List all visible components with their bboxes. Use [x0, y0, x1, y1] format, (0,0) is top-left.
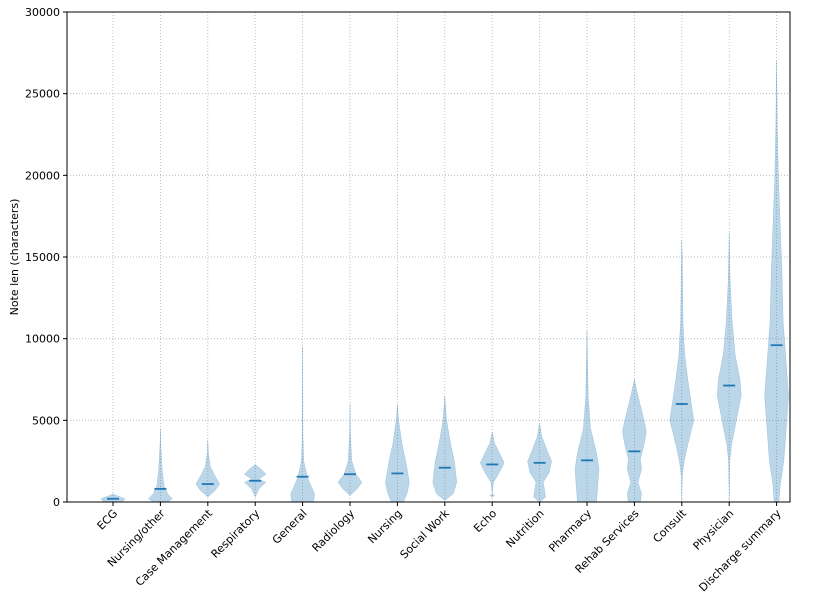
y-tick-label: 20000	[25, 169, 60, 182]
x-tick-label: Nutrition	[503, 507, 546, 550]
violin-body	[148, 428, 173, 503]
violin-body	[669, 240, 695, 503]
x-tick-label: ECG	[95, 507, 121, 533]
violin-body	[764, 60, 789, 503]
violin-body	[432, 395, 458, 501]
y-axis-label: Note len (characters)	[8, 199, 21, 316]
x-tick-label: Consult	[650, 506, 689, 545]
y-tick-label: 0	[53, 496, 60, 509]
x-tick-label: Radiology	[310, 507, 358, 555]
y-tick-label: 5000	[32, 414, 60, 427]
violin-body	[385, 403, 410, 503]
x-tick-label: Physician	[691, 507, 737, 553]
violin-body	[337, 403, 363, 496]
x-tick-label: Nursing	[365, 507, 404, 546]
violin-body	[290, 346, 315, 503]
y-tick-label: 25000	[25, 88, 60, 101]
y-tick-label: 10000	[25, 333, 60, 346]
violin-body	[622, 379, 647, 503]
x-tick-label: Discharge summary	[696, 507, 784, 595]
violin-body	[716, 232, 742, 503]
plot-frame	[66, 11, 791, 503]
y-tick-label: 15000	[25, 251, 60, 264]
x-tick-label: Respiratory	[209, 507, 263, 561]
x-tick-label: Pharmacy	[546, 507, 594, 555]
violin-body	[195, 439, 221, 498]
violin-body	[574, 330, 600, 503]
x-tick-label: Social Work	[397, 506, 452, 561]
x-tick-label: General	[270, 507, 310, 547]
y-tick-label: 30000	[25, 6, 60, 19]
x-tick-label: Echo	[471, 507, 499, 535]
